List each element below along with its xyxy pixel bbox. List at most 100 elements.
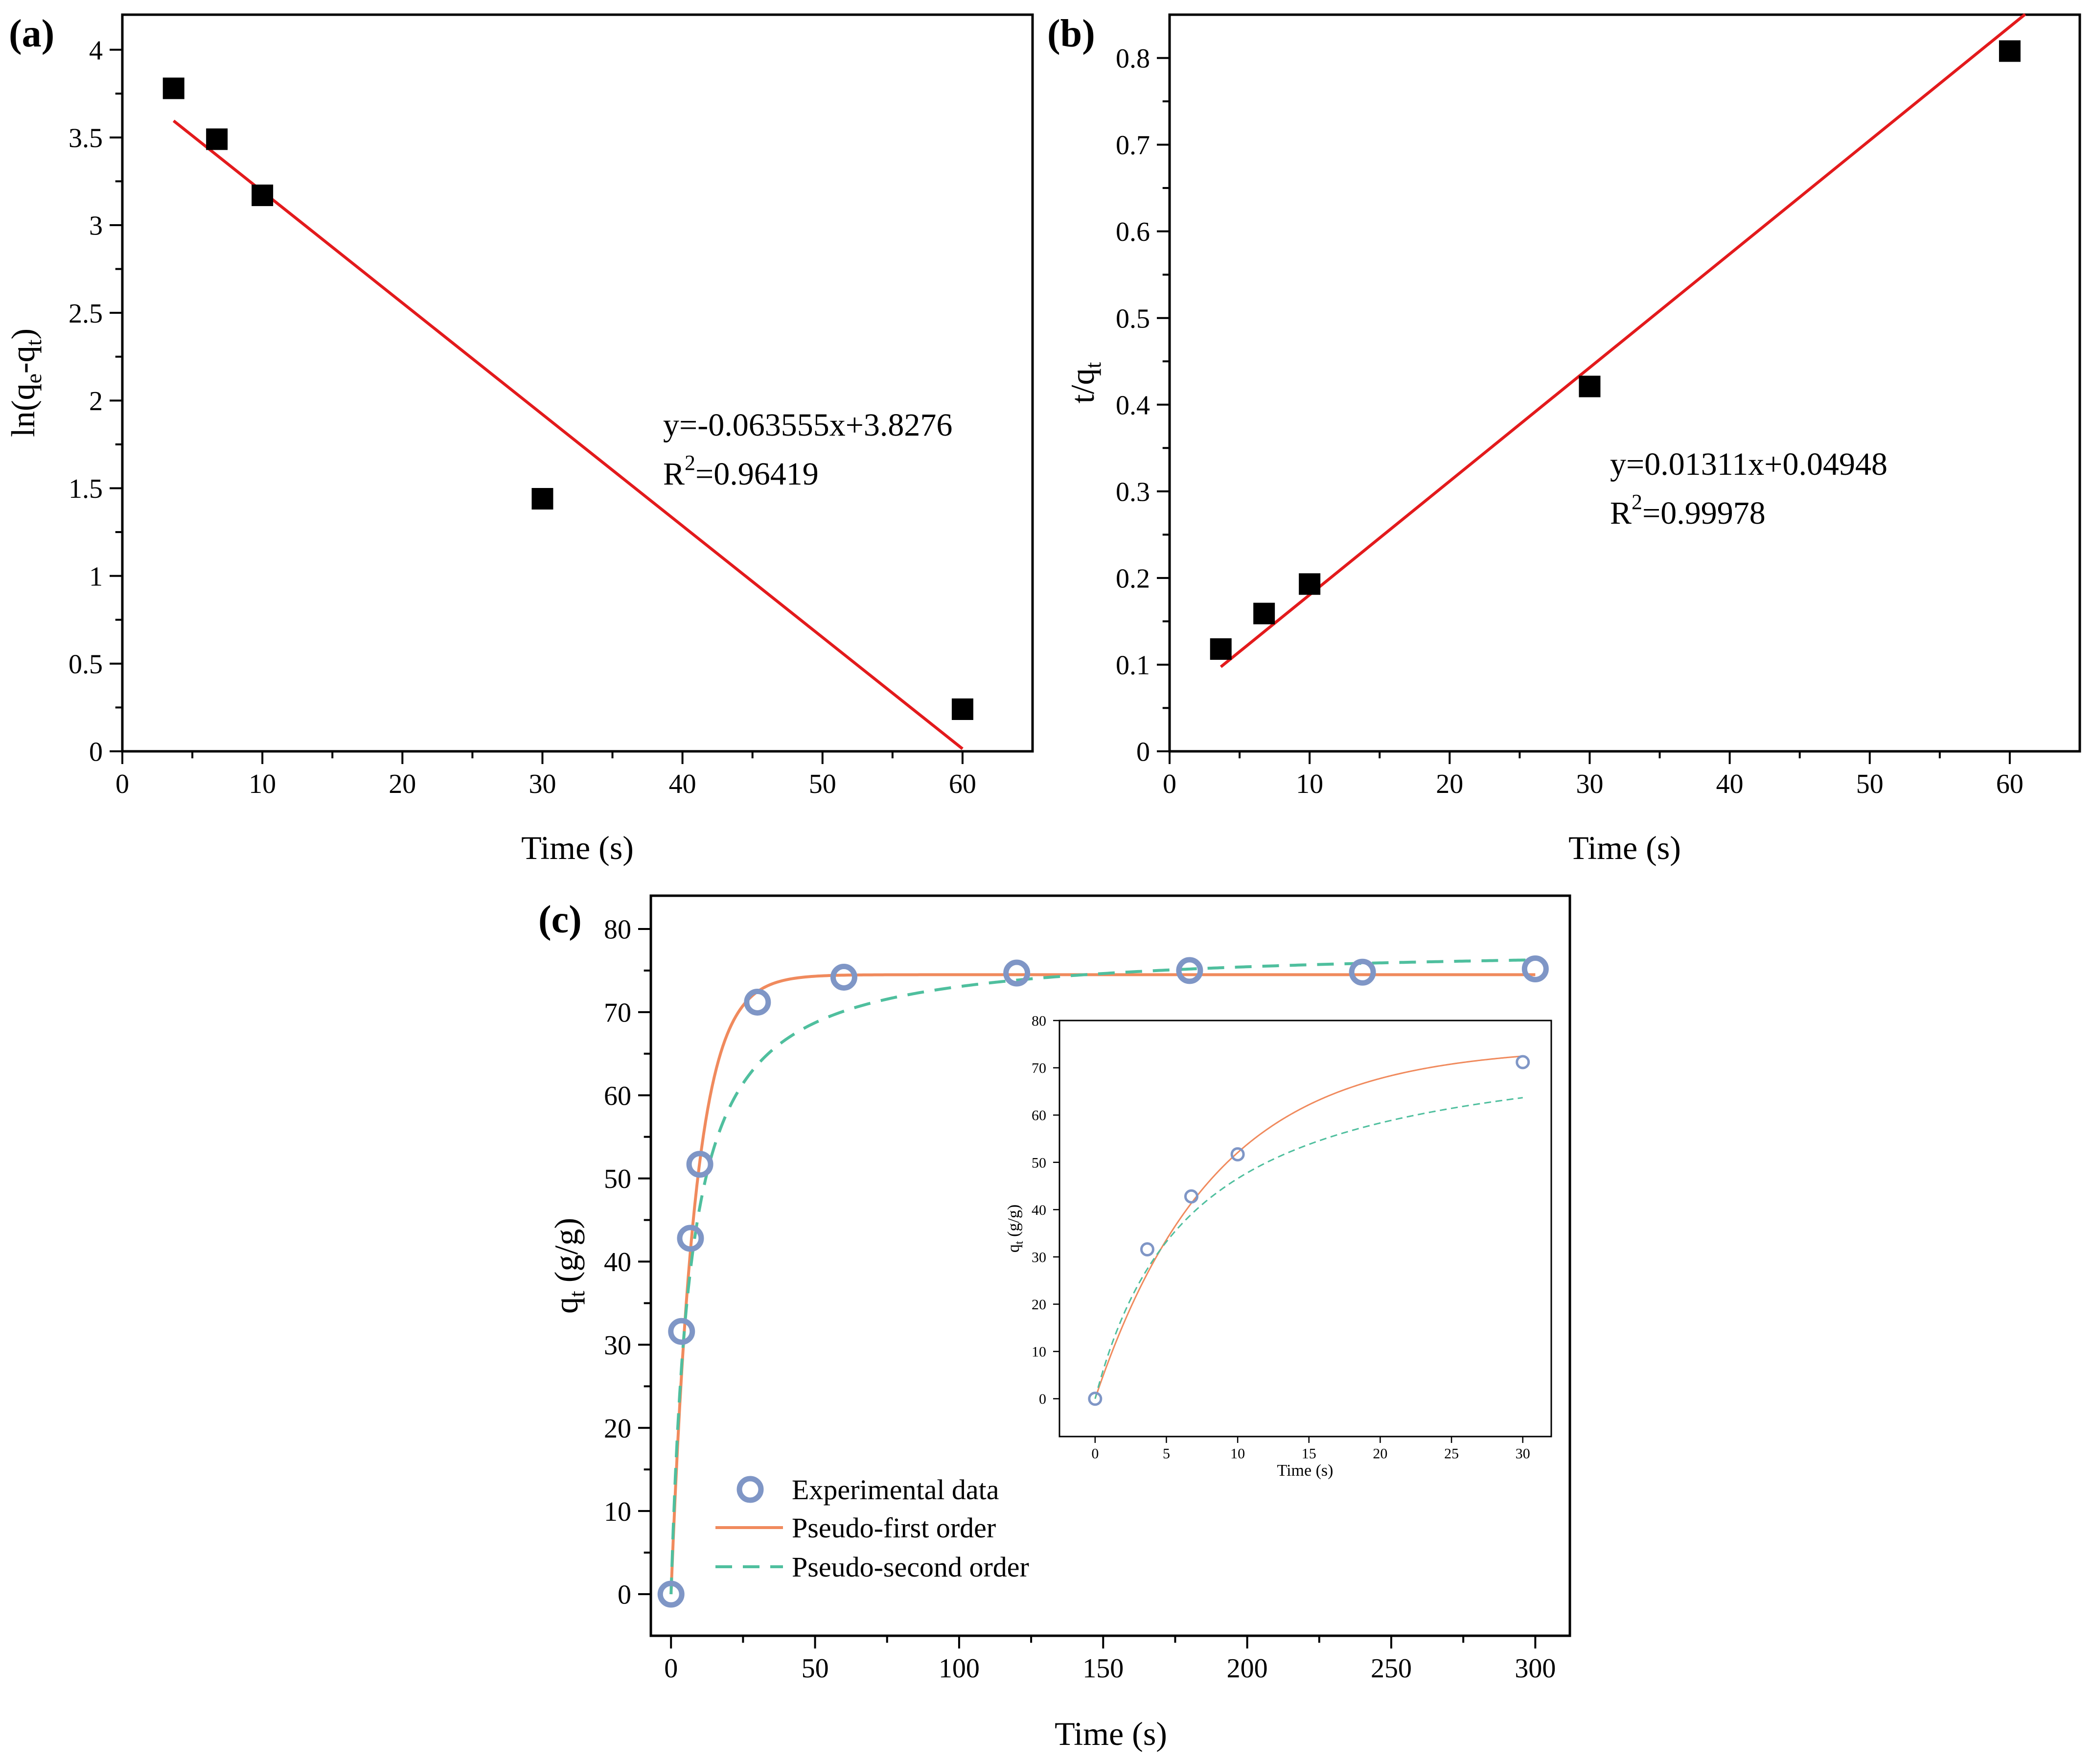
a-y-tick-label-5: 2.5 <box>69 299 103 329</box>
panel-b-r2: R2=0.99978 <box>1610 490 1766 531</box>
panel-c-y-ticks: 0 10 20 30 40 50 60 70 80 <box>604 915 651 1610</box>
i-y-tick-label-7: 70 <box>1032 1060 1046 1076</box>
b-y-tick-label-0: 0 <box>1136 737 1150 767</box>
panel-b-frame <box>1168 13 2081 753</box>
inset-pseudo-second-order-curve <box>1094 1097 1523 1399</box>
c-y-tick-label-2: 20 <box>604 1414 631 1444</box>
panel-a-y-title: ln(qe-qt) <box>4 328 46 437</box>
a-x-tick-label-5: 50 <box>809 769 836 799</box>
inset-y-title: qt (g/g) <box>1005 1205 1026 1253</box>
b-x-tick-label-0: 0 <box>1163 769 1176 799</box>
c-y-tick-label-8: 80 <box>604 915 631 945</box>
b-x-tick-label-3: 30 <box>1576 769 1603 799</box>
a-y-tick-label-0: 0 <box>89 737 103 767</box>
panel-b-x-title: Time (s) <box>1568 829 1681 866</box>
c-x-tick-label-4: 200 <box>1227 1653 1268 1684</box>
panel-b-point-0 <box>1210 638 1232 660</box>
panel-c-point-3 <box>686 1151 713 1178</box>
panel-c-point-0 <box>657 1580 685 1608</box>
panel-c-point-9 <box>1521 955 1549 983</box>
c-x-tick-label-0: 0 <box>664 1653 678 1684</box>
i-y-tick-label-3: 30 <box>1032 1249 1046 1265</box>
a-x-tick-label-6: 60 <box>949 769 976 799</box>
panel-c-point-5 <box>830 963 857 991</box>
legend-first-order-label: Pseudo-first order <box>792 1512 996 1544</box>
panel-c-points <box>657 955 1549 1608</box>
legend-experimental-label: Experimental data <box>792 1474 999 1506</box>
inset-point-0 <box>1088 1392 1103 1406</box>
panel-b-label: (b) <box>1047 12 1095 55</box>
i-y-tick-label-0: 0 <box>1039 1391 1046 1407</box>
panel-a-fit-line <box>172 119 964 750</box>
panel-c-point-8 <box>1349 958 1376 986</box>
panel-a-r2: R2=0.96419 <box>663 451 819 492</box>
a-y-tick-label-7: 3.5 <box>69 123 103 153</box>
i-x-tick-label-2: 10 <box>1230 1446 1245 1462</box>
panel-b: 00.10.20.30.40.50.60.70.8 0 10 20 30 40 50 60 … <box>1047 12 2081 866</box>
i-x-tick-label-5: 25 <box>1444 1446 1459 1462</box>
i-y-tick-label-4: 40 <box>1032 1202 1046 1218</box>
b-y-tick-label-7: 0.7 <box>1116 130 1150 161</box>
a-x-tick-label-2: 20 <box>389 769 416 799</box>
panel-a-x-ticks: 0 10 20 30 40 50 60 <box>115 751 976 799</box>
b-x-tick-label-1: 10 <box>1296 769 1323 799</box>
a-y-tick-label-8: 4 <box>89 35 103 66</box>
panel-a-x-title: Time (s) <box>521 829 634 866</box>
panel-c-pseudo-second-order-curve <box>669 958 1536 1595</box>
b-y-tick-label-1: 0.1 <box>1116 650 1150 681</box>
i-x-tick-label-1: 5 <box>1163 1446 1170 1462</box>
panel-c-point-7 <box>1176 957 1203 984</box>
panel-c-point-4 <box>744 988 771 1016</box>
inset-frame <box>1058 1020 1552 1438</box>
c-y-tick-label-7: 70 <box>604 998 631 1028</box>
b-x-tick-label-6: 60 <box>1996 769 2024 799</box>
b-y-tick-label-2: 0.2 <box>1116 563 1150 594</box>
panel-b-y-ticks: 0 0.1 0.2 0.3 0.4 0.5 0.6 0.7 0.8 <box>1116 44 1170 767</box>
a-y-tick-label-3: 1.5 <box>69 474 103 504</box>
legend-experimental-marker <box>736 1476 764 1503</box>
c-y-tick-label-4: 40 <box>604 1247 631 1277</box>
i-x-tick-label-6: 30 <box>1516 1446 1530 1462</box>
i-y-tick-label-2: 20 <box>1032 1297 1046 1313</box>
panel-c-label: (c) <box>538 898 582 941</box>
a-x-tick-label-3: 30 <box>529 769 556 799</box>
i-x-tick-label-3: 15 <box>1302 1446 1316 1462</box>
i-x-tick-label-4: 20 <box>1373 1446 1387 1462</box>
panel-a-points <box>162 77 973 720</box>
panel-b-points <box>1210 40 2021 660</box>
panel-c-legend: Experimental data Pseudo-first order Pse… <box>715 1474 1029 1583</box>
panel-a-point-1 <box>206 128 228 150</box>
panel-b-x-ticks: 0 10 20 30 40 50 60 <box>1163 751 2024 799</box>
panel-a-frame <box>121 13 1034 753</box>
b-y-tick-label-6: 0.6 <box>1116 217 1150 247</box>
panel-b-fit-line <box>1219 13 2026 668</box>
panel-a-label: (a) <box>9 12 54 55</box>
b-y-tick-label-5: 0.5 <box>1116 303 1150 334</box>
inset-point-3 <box>1230 1147 1245 1161</box>
panel-a-point-2 <box>252 185 274 207</box>
panel-b-y-title: t/qt <box>1064 362 1105 403</box>
panel-a-y-ticks: 0 0.5 1 1.5 2 2.5 3 3.5 4 <box>69 35 122 767</box>
panel-b-point-1 <box>1253 603 1275 625</box>
panel-c-frame <box>649 894 1571 1637</box>
panel-b-point-3 <box>1579 375 1601 397</box>
panel-c-x-ticks: 0 50 100 150 200 250 300 <box>664 1636 1556 1684</box>
i-y-tick-label-8: 80 <box>1032 1013 1046 1029</box>
a-y-tick-label-6: 3 <box>89 211 103 241</box>
a-y-tick-label-1: 0.5 <box>69 649 103 679</box>
c-y-tick-label-1: 10 <box>604 1497 631 1527</box>
i-x-tick-label-0: 0 <box>1091 1446 1099 1462</box>
a-x-tick-label-1: 10 <box>249 769 276 799</box>
panel-b-point-4 <box>1999 40 2021 62</box>
panel-c-point-6 <box>1003 959 1031 987</box>
panel-c-x-title: Time (s) <box>1055 1715 1167 1752</box>
i-y-tick-label-6: 60 <box>1032 1108 1046 1124</box>
b-y-tick-label-8: 0.8 <box>1116 44 1150 74</box>
b-x-tick-label-5: 50 <box>1856 769 1884 799</box>
inset-y-ticks: 0 10 20 30 40 50 60 70 80 <box>1032 1013 1059 1407</box>
inset-x-ticks: 0 5 10 15 20 25 30 <box>1091 1437 1530 1462</box>
inset-points <box>1088 1055 1530 1406</box>
